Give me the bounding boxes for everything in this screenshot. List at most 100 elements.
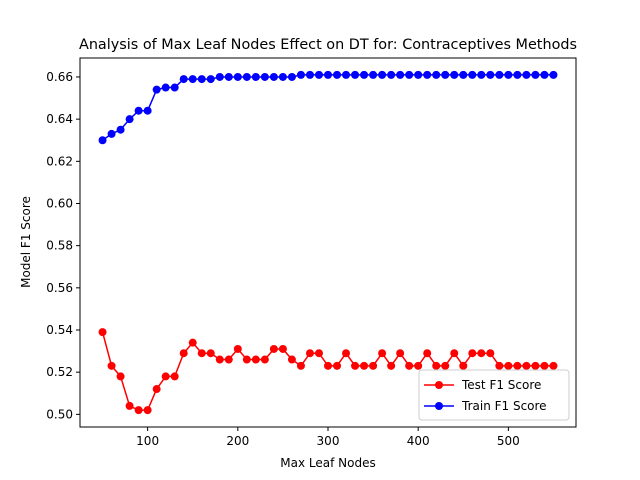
- data-point: [495, 361, 504, 370]
- data-point: [414, 70, 423, 79]
- data-point: [143, 106, 152, 115]
- data-point: [224, 72, 233, 81]
- data-point: [98, 328, 107, 337]
- x-axis: 100 200 300 400 500: [136, 427, 520, 448]
- data-point: [450, 349, 459, 358]
- data-point: [287, 355, 296, 364]
- data-point: [134, 406, 143, 415]
- data-point: [152, 85, 161, 94]
- data-point: [351, 70, 360, 79]
- data-point: [396, 70, 405, 79]
- data-point: [387, 361, 396, 370]
- data-point: [116, 372, 125, 381]
- data-point: [152, 385, 161, 394]
- y-tick-label: 0.52: [46, 365, 73, 379]
- data-point: [179, 75, 188, 84]
- data-point: [197, 349, 206, 358]
- data-point: [125, 401, 134, 410]
- legend-label: Train F1 Score: [461, 399, 547, 413]
- data-point: [188, 75, 197, 84]
- data-point: [170, 83, 179, 92]
- series-1: [98, 70, 558, 145]
- data-point: [351, 361, 360, 370]
- x-tick-label: 300: [317, 434, 340, 448]
- data-point: [188, 338, 197, 347]
- data-point: [161, 83, 170, 92]
- data-point: [450, 70, 459, 79]
- data-point: [486, 70, 495, 79]
- data-point: [287, 72, 296, 81]
- data-point: [549, 361, 558, 370]
- x-tick-label: 100: [136, 434, 159, 448]
- data-point: [260, 355, 269, 364]
- series-0: [98, 328, 558, 415]
- data-point: [531, 361, 540, 370]
- data-point: [179, 349, 188, 358]
- data-point: [540, 70, 549, 79]
- data-point: [531, 70, 540, 79]
- data-point: [540, 361, 549, 370]
- data-point: [522, 70, 531, 79]
- data-point: [423, 349, 432, 358]
- data-point: [405, 70, 414, 79]
- data-point: [387, 70, 396, 79]
- y-tick-label: 0.64: [46, 112, 73, 126]
- data-point: [369, 361, 378, 370]
- data-point: [251, 355, 260, 364]
- data-point: [134, 106, 143, 115]
- data-point: [269, 72, 278, 81]
- data-point: [378, 349, 387, 358]
- y-tick-label: 0.66: [46, 70, 73, 84]
- legend-box: [418, 369, 570, 421]
- data-point: [342, 349, 351, 358]
- y-tick-label: 0.58: [46, 239, 73, 253]
- data-point: [333, 361, 342, 370]
- data-point: [242, 72, 251, 81]
- y-tick-label: 0.56: [46, 281, 73, 295]
- data-point: [396, 349, 405, 358]
- data-point: [486, 349, 495, 358]
- data-point: [414, 361, 423, 370]
- data-point: [477, 349, 486, 358]
- data-point: [296, 361, 305, 370]
- data-point: [242, 355, 251, 364]
- data-point: [423, 70, 432, 79]
- data-point: [107, 129, 116, 138]
- data-point: [251, 72, 260, 81]
- x-tick-label: 500: [497, 434, 520, 448]
- data-point: [116, 125, 125, 134]
- data-point: [143, 406, 152, 415]
- y-tick-label: 0.50: [46, 407, 73, 421]
- data-point: [369, 70, 378, 79]
- data-point: [170, 372, 179, 381]
- data-point: [513, 361, 522, 370]
- data-point: [278, 344, 287, 353]
- data-point: [522, 361, 531, 370]
- data-point: [441, 70, 450, 79]
- data-point: [513, 70, 522, 79]
- data-point: [305, 349, 314, 358]
- data-point: [98, 136, 107, 145]
- y-tick-label: 0.62: [46, 154, 73, 168]
- data-point: [224, 355, 233, 364]
- data-point: [333, 70, 342, 79]
- data-point: [314, 70, 323, 79]
- data-point: [504, 361, 513, 370]
- y-axis-label: Model F1 Score: [19, 196, 33, 288]
- data-point: [495, 70, 504, 79]
- data-point: [314, 349, 323, 358]
- y-tick-label: 0.54: [46, 323, 73, 337]
- data-point: [233, 72, 242, 81]
- data-point: [278, 72, 287, 81]
- chart-title: Analysis of Max Leaf Nodes Effect on DT …: [79, 37, 577, 53]
- data-point: [459, 70, 468, 79]
- legend: Test F1 Score Train F1 Score: [418, 369, 570, 421]
- data-point: [324, 70, 332, 79]
- data-point: [432, 361, 441, 370]
- x-tick-label: 200: [226, 434, 249, 448]
- data-point: [125, 115, 134, 124]
- data-point: [107, 361, 116, 370]
- series-line: [102, 74, 554, 141]
- data-point: [459, 361, 468, 370]
- data-point: [233, 344, 242, 353]
